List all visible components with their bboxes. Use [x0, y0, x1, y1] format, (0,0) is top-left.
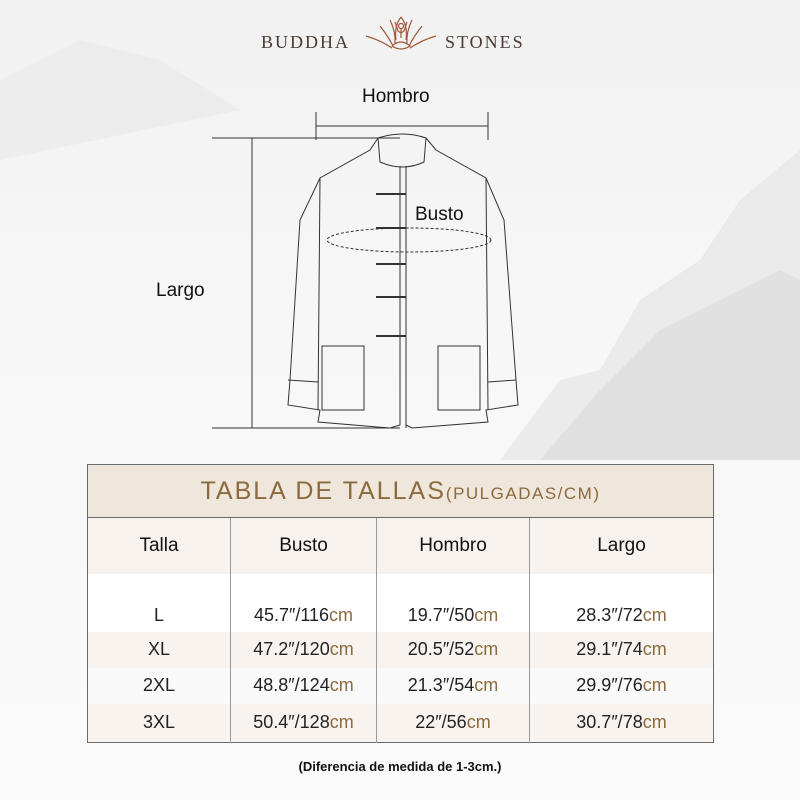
cell-shoulder: 21.3″/54cm [376, 667, 530, 704]
shoulder-label: Hombro [362, 86, 430, 107]
header-shoulder: Hombro [376, 517, 530, 574]
length-value: 29.9″/76 [576, 675, 643, 695]
unit: cm [329, 639, 354, 659]
cell-length: 29.9″/76cm [529, 667, 714, 704]
jacket-diagram [212, 112, 519, 429]
bust-value: 45.7″/116 [253, 604, 330, 625]
unit: cm [642, 604, 667, 625]
measurement-note: (Diferencia de medida de 1-3cm.) [298, 759, 502, 774]
table-title-row: TABLA DE TALLAS(PULGADAS/CM) [87, 464, 714, 518]
table-title: TABLA DE TALLAS(PULGADAS/CM) [87, 464, 714, 518]
cell-shoulder: 20.5″/52cm [376, 631, 530, 668]
length-value: 28.3″/72 [576, 604, 643, 625]
unit: cm [329, 712, 354, 732]
size-chart-table: TABLA DE TALLAS(PULGADAS/CM) Talla Busto… [87, 464, 714, 743]
lotus-meditation-icon [365, 16, 437, 50]
header-length: Largo [529, 517, 714, 574]
cell-bust: 47.2″/120cm [230, 631, 377, 668]
mountain-background [0, 40, 800, 460]
table-title-text: TABLA DE TALLAS [200, 476, 446, 505]
shoulder-value: 22″/56 [415, 712, 467, 732]
shoulder-value: 19.7″/50 [407, 604, 475, 625]
unit: cm [642, 639, 667, 659]
length-value: 29.1″/74 [576, 639, 643, 659]
table-row: 3XL 50.4″/128cm 22″/56cm 30.7″/78cm [87, 703, 714, 742]
cell-size: 3XL [87, 703, 231, 742]
table-row: XL 47.2″/120cm 20.5″/52cm 29.1″/74cm [87, 631, 714, 668]
unit: cm [474, 639, 499, 659]
cell-shoulder: 19.7″/50cm [376, 573, 530, 632]
cell-size: 2XL [142, 675, 176, 695]
unit: cm [642, 712, 667, 732]
length-value: 30.7″/78 [576, 712, 643, 732]
cell-size: XL [87, 631, 231, 668]
brand-name-right: STONES [445, 32, 525, 52]
header-size: Talla [87, 517, 231, 574]
bust-label: Busto [415, 204, 464, 225]
unit: cm [474, 604, 499, 625]
cell-length: 29.1″/74cm [529, 631, 714, 668]
unit: cm [466, 712, 491, 732]
brand-name-left: BUDDHA [261, 32, 351, 52]
unit: cm [329, 604, 354, 625]
header-bust: Busto [230, 517, 377, 574]
shoulder-value: 21.3″/54 [407, 675, 475, 695]
bust-value: 50.4″/128 [253, 712, 330, 732]
bust-value: 48.8″/124 [253, 675, 330, 695]
table-title-units: (PULGADAS/CM) [445, 483, 601, 503]
cell-bust: 50.4″/128cm [230, 703, 377, 742]
cell-length: 28.3″/72cm [529, 573, 714, 632]
cell-size: L [87, 573, 231, 632]
table-row: L 45.7″/116cm 19.7″/50cm 28.3″/72cm [87, 573, 714, 632]
table-row: 2XL 48.8″/124cm 21.3″/54cm 29.9″/76cm [88, 667, 714, 704]
cell-bust: 48.8″/124cm [230, 667, 377, 704]
shoulder-value: 20.5″/52 [407, 639, 475, 659]
cell-shoulder: 22″/56cm [376, 703, 530, 742]
cell-length: 30.7″/78cm [529, 703, 714, 742]
unit: cm [474, 675, 499, 695]
table-header-row: Talla Busto Hombro Largo [87, 517, 714, 574]
unit: cm [642, 675, 667, 695]
cell-bust: 45.7″/116cm [230, 573, 377, 632]
length-label: Largo [156, 280, 205, 301]
unit: cm [329, 675, 354, 695]
bust-value: 47.2″/120 [253, 639, 330, 659]
